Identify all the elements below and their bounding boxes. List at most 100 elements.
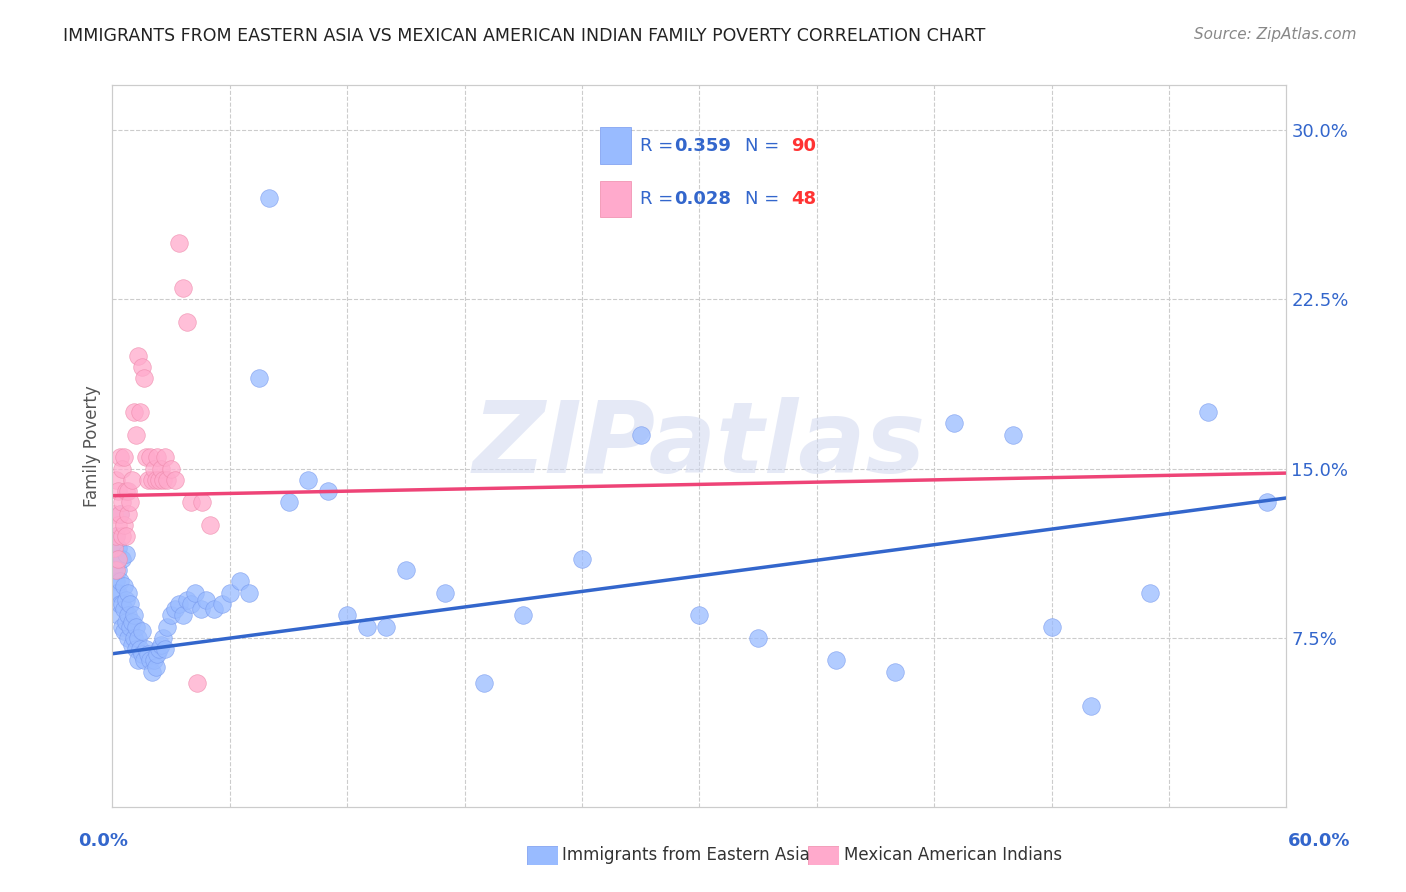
Point — [135, 450, 157, 465]
Point — [160, 461, 183, 475]
Text: 0.028: 0.028 — [673, 190, 731, 208]
Text: R =: R = — [640, 136, 679, 154]
Point — [120, 597, 142, 611]
Point — [148, 473, 170, 487]
Text: R =: R = — [640, 190, 679, 208]
Point — [219, 586, 242, 600]
Point — [115, 484, 138, 499]
Point — [105, 586, 128, 600]
Point — [120, 619, 142, 633]
Point — [1197, 405, 1219, 419]
Point — [145, 660, 167, 674]
Point — [111, 619, 134, 633]
Point — [125, 619, 148, 633]
Point — [747, 631, 769, 645]
Point — [122, 631, 145, 645]
Point — [122, 608, 145, 623]
Point — [107, 484, 129, 499]
Point — [1001, 427, 1024, 442]
Point — [111, 495, 134, 509]
Point — [120, 495, 142, 509]
Point — [172, 281, 194, 295]
Point — [125, 642, 148, 657]
Text: 0.0%: 0.0% — [77, 832, 128, 850]
Point — [105, 574, 128, 589]
Point — [138, 653, 160, 667]
FancyBboxPatch shape — [600, 128, 631, 164]
Point — [1256, 495, 1278, 509]
Point — [167, 597, 190, 611]
Point — [128, 642, 150, 657]
Point — [152, 631, 174, 645]
Point — [202, 601, 225, 615]
Point — [105, 473, 128, 487]
Point — [103, 541, 125, 555]
Point — [1040, 619, 1063, 633]
Point — [167, 235, 190, 250]
Point — [112, 450, 135, 465]
Point — [211, 597, 233, 611]
Point — [121, 473, 143, 487]
Point — [121, 638, 143, 652]
Text: Immigrants from Eastern Asia: Immigrants from Eastern Asia — [562, 847, 810, 864]
Text: 0.359: 0.359 — [673, 136, 731, 154]
Point — [131, 624, 153, 639]
Point — [110, 450, 132, 465]
Point — [117, 484, 139, 499]
Point — [297, 473, 319, 487]
Point — [434, 586, 457, 600]
Point — [155, 450, 177, 465]
Point — [111, 597, 134, 611]
Point — [150, 461, 173, 475]
Point — [1139, 586, 1161, 600]
Point — [103, 541, 125, 555]
Point — [141, 473, 163, 487]
Point — [183, 586, 205, 600]
Point — [191, 495, 214, 509]
Point — [375, 619, 398, 633]
Point — [105, 552, 128, 566]
Point — [176, 592, 198, 607]
Text: 90: 90 — [792, 136, 817, 154]
Text: IMMIGRANTS FROM EASTERN ASIA VS MEXICAN AMERICAN INDIAN FAMILY POVERTY CORRELATI: IMMIGRANTS FROM EASTERN ASIA VS MEXICAN … — [63, 27, 986, 45]
Point — [238, 586, 260, 600]
Point — [131, 647, 153, 661]
Point — [107, 608, 129, 623]
Point — [115, 615, 138, 629]
Text: N =: N = — [745, 136, 785, 154]
Point — [942, 417, 965, 431]
Point — [128, 405, 150, 419]
Point — [146, 647, 169, 661]
Point — [111, 529, 134, 543]
Point — [110, 597, 132, 611]
Point — [115, 592, 138, 607]
Point — [107, 541, 129, 555]
Point — [117, 608, 139, 623]
Text: 60.0%: 60.0% — [1288, 832, 1350, 850]
Point — [132, 653, 155, 667]
Point — [165, 601, 187, 615]
Text: Source: ZipAtlas.com: Source: ZipAtlas.com — [1194, 27, 1357, 42]
Point — [117, 586, 139, 600]
Point — [825, 653, 848, 667]
Point — [156, 473, 179, 487]
Point — [105, 529, 128, 543]
Point — [107, 563, 129, 577]
Y-axis label: Family Poverty: Family Poverty — [83, 385, 101, 507]
Text: ZIPatlas: ZIPatlas — [472, 398, 927, 494]
Point — [136, 473, 159, 487]
Point — [141, 665, 163, 679]
Point — [884, 665, 907, 679]
Point — [155, 642, 177, 657]
Point — [117, 631, 139, 645]
Point — [132, 371, 155, 385]
Point — [146, 450, 169, 465]
Point — [110, 507, 132, 521]
Point — [127, 631, 149, 645]
Point — [142, 653, 165, 667]
Point — [107, 518, 129, 533]
Point — [115, 548, 138, 562]
Point — [228, 574, 250, 589]
Point — [142, 461, 165, 475]
Point — [105, 529, 128, 543]
